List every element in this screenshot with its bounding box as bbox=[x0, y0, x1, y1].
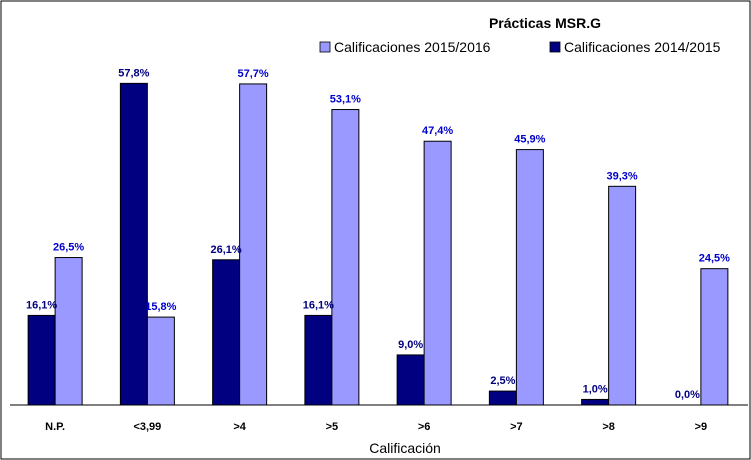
legend-swatch-2015-2016 bbox=[319, 41, 331, 53]
legend-label-2014-2015: Calificaciones 2014/2015 bbox=[564, 39, 721, 55]
category-label-0: N.P. bbox=[45, 421, 65, 433]
value-label-2014-2015-0: 16,1% bbox=[26, 299, 57, 311]
value-labels-group: 16,1% 26,5% 57,8% 15,8% 26,1% 57,7% 16,1% 53,1%… bbox=[26, 67, 730, 401]
bar-2015-2016-1 bbox=[146, 316, 175, 406]
bar-2014-2015-1 bbox=[119, 82, 148, 406]
value-label-2015-2016-0: 26,5% bbox=[53, 242, 84, 254]
bar-2014-2015-3 bbox=[304, 314, 333, 406]
category-label-4: >6 bbox=[418, 421, 431, 433]
bar-2015-2016-5 bbox=[515, 149, 544, 406]
bar-2015-2016-0 bbox=[54, 257, 83, 406]
value-label-2015-2016-4: 47,4% bbox=[422, 125, 453, 137]
category-label-1: <3,99 bbox=[133, 421, 161, 433]
bars-group bbox=[27, 82, 729, 406]
value-label-2015-2016-5: 45,9% bbox=[514, 134, 545, 146]
bar-2015-2016-6 bbox=[608, 185, 637, 406]
category-label-6: >8 bbox=[602, 421, 615, 433]
category-label-2: >4 bbox=[233, 421, 246, 433]
bar-2015-2016-4 bbox=[423, 140, 452, 406]
legend-swatch-2014-2015 bbox=[549, 41, 561, 53]
category-label-5: >7 bbox=[510, 421, 523, 433]
value-label-2014-2015-7: 0,0% bbox=[675, 389, 700, 401]
chart-title: Prácticas MSR.G bbox=[489, 15, 601, 31]
bar-2015-2016-3 bbox=[331, 109, 360, 406]
bar-2014-2015-5 bbox=[488, 390, 517, 406]
value-label-2014-2015-3: 16,1% bbox=[303, 299, 334, 311]
bar-2015-2016-7 bbox=[700, 268, 729, 406]
category-label-3: >5 bbox=[326, 421, 339, 433]
value-label-2014-2015-5: 2,5% bbox=[490, 375, 515, 387]
bar-2014-2015-4 bbox=[396, 354, 425, 406]
value-label-2015-2016-3: 53,1% bbox=[330, 94, 361, 106]
value-label-2014-2015-6: 1,0% bbox=[583, 383, 608, 395]
value-label-2015-2016-6: 39,3% bbox=[607, 170, 638, 182]
bar-2014-2015-0 bbox=[27, 314, 56, 406]
bar-2014-2015-2 bbox=[212, 259, 241, 406]
value-label-2015-2016-2: 57,7% bbox=[238, 68, 269, 80]
category-labels-group: N.P. <3,99 >4 >5 >6 >7 >8 >9 bbox=[45, 421, 707, 433]
bar-2014-2015-6 bbox=[581, 398, 610, 406]
value-label-2014-2015-4: 9,0% bbox=[398, 339, 423, 351]
value-label-2014-2015-2: 26,1% bbox=[211, 244, 242, 256]
value-label-2014-2015-1: 57,8% bbox=[118, 67, 149, 79]
category-label-7: >9 bbox=[695, 421, 708, 433]
x-axis-label: Calificación bbox=[369, 440, 441, 456]
bar-2015-2016-2 bbox=[239, 83, 268, 406]
value-label-2015-2016-1: 15,8% bbox=[145, 301, 176, 313]
legend-label-2015-2016: Calificaciones 2015/2016 bbox=[334, 39, 491, 55]
value-label-2015-2016-7: 24,5% bbox=[699, 253, 730, 265]
legend: Calificaciones 2015/2016 Calificaciones … bbox=[319, 39, 721, 55]
